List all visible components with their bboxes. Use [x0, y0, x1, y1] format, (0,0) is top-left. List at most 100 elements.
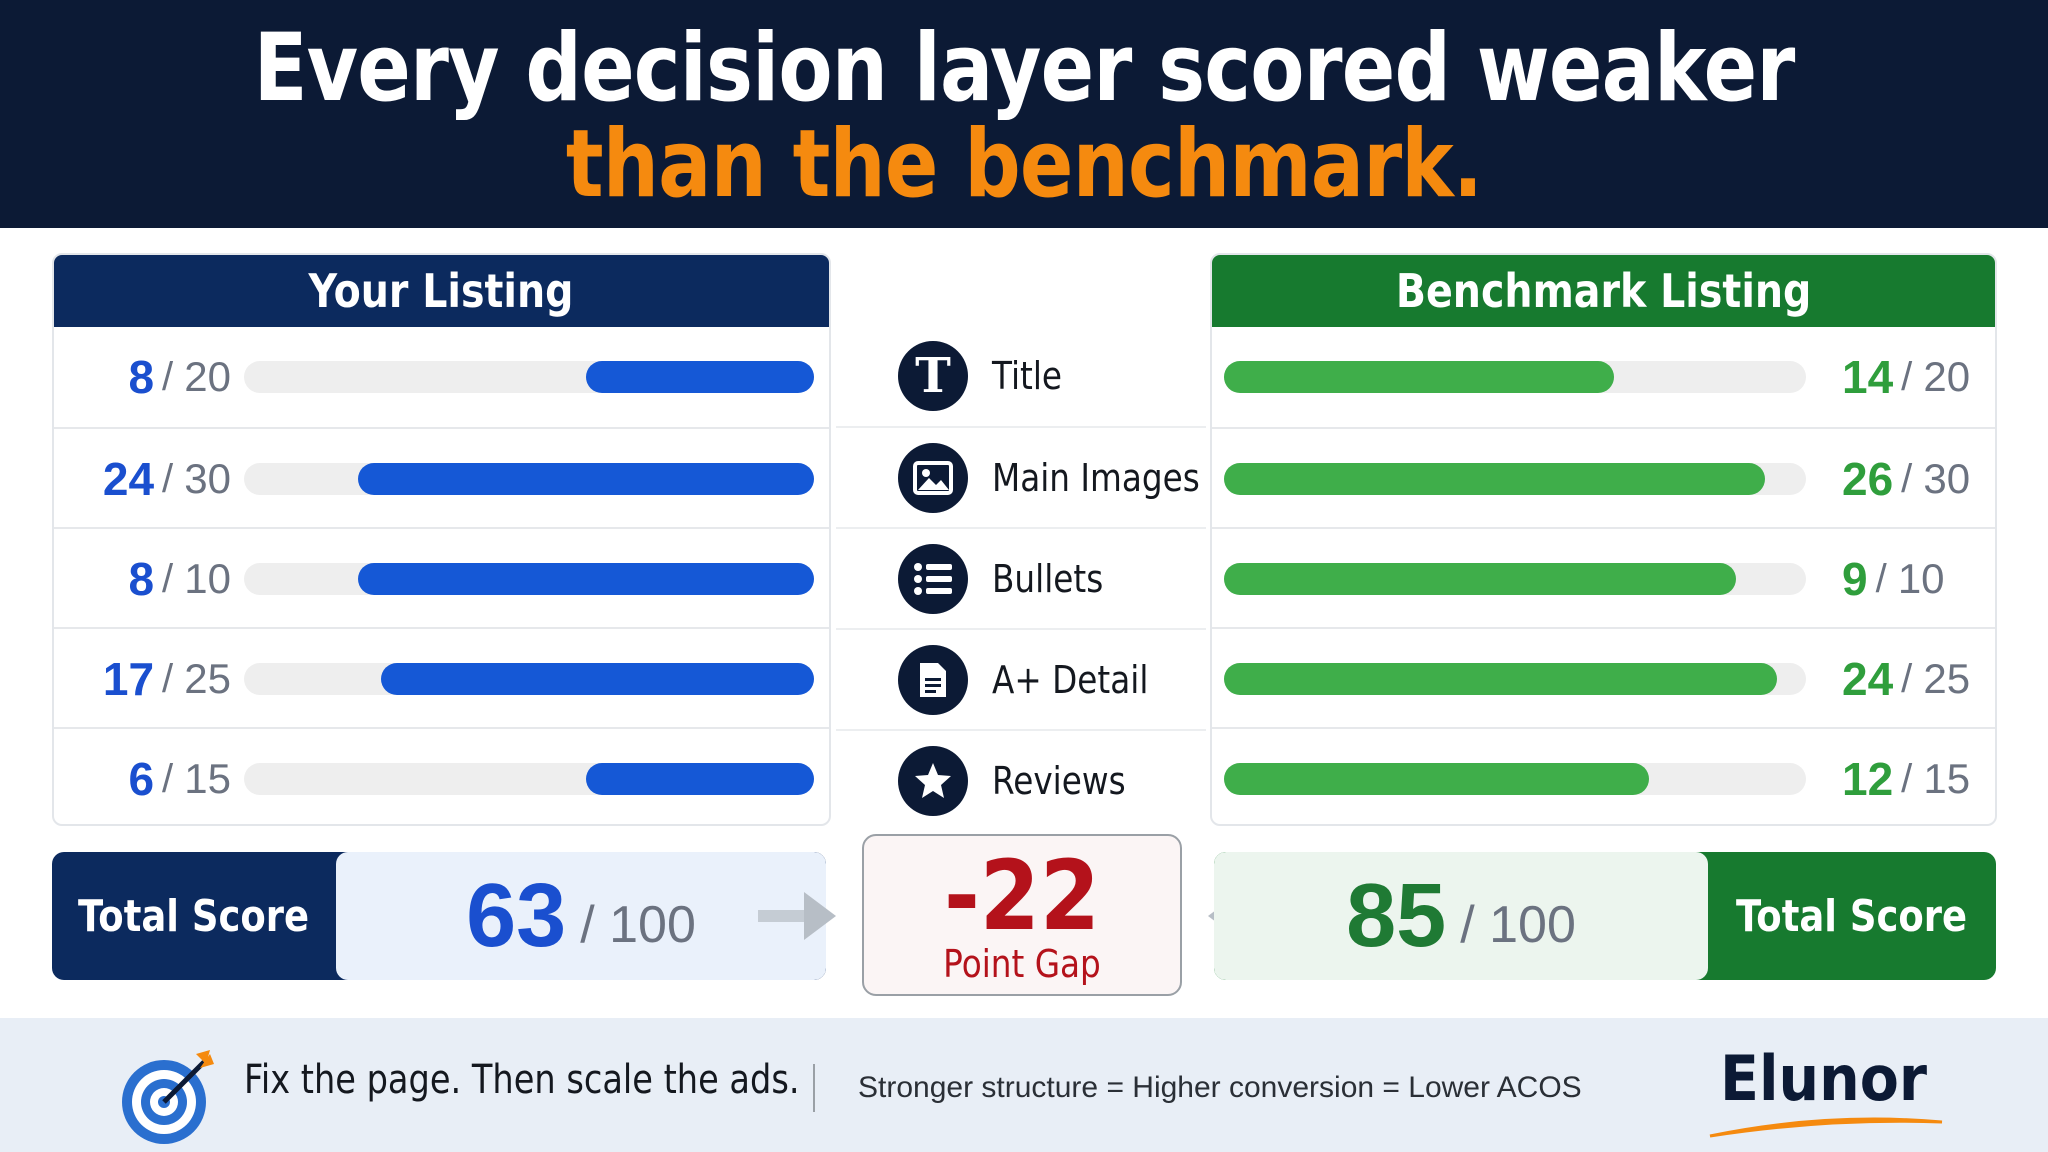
target-arrow-icon — [122, 1050, 214, 1144]
point-gap-box: -22 Point Gap — [862, 834, 1182, 996]
score-value: 12 — [1842, 753, 1894, 805]
score-value: 26 — [1842, 453, 1894, 505]
benchmark-listing-panel: Benchmark Listing 14/ 20 26/ 30 9/ 10 24… — [1210, 253, 1997, 826]
score-value: 17 — [102, 653, 155, 705]
arrow-right-icon — [758, 892, 836, 940]
benchmark-listing-title: Benchmark Listing — [1395, 264, 1812, 318]
progress-fill — [1224, 361, 1614, 393]
category-main-images: Main Images — [836, 426, 1206, 527]
score-value: 14 — [1842, 351, 1894, 403]
score-row-a-plus-detail: 17/ 25 — [54, 627, 829, 727]
headline-line-1: Every decision layer scored weaker — [253, 14, 1796, 123]
score-label: 24/ 30 — [102, 453, 231, 505]
category-a-plus-detail: A+ Detail — [836, 628, 1206, 729]
score-value: 8 — [128, 351, 155, 403]
bullet-list-icon — [898, 543, 968, 614]
progress-fill — [1224, 663, 1777, 695]
score-label: 8/ 10 — [128, 553, 231, 605]
header-banner: Every decision layer scored weaker than … — [0, 0, 2048, 228]
title-t-icon: T — [898, 340, 968, 411]
score-row-main-images: 26/ 30 — [1212, 427, 1995, 527]
score-row-a-plus-detail: 24/ 25 — [1212, 627, 1995, 727]
category-label: Reviews — [992, 758, 1126, 803]
benchmark-total-score: 85 / 100 Total Score — [1214, 852, 1996, 980]
score-value: 6 — [128, 753, 155, 805]
your-total-score: Total Score 63 / 100 — [52, 852, 826, 980]
total-score-label: Total Score — [78, 890, 310, 942]
category-title: T Title — [836, 325, 1206, 426]
your-listing-title: Your Listing — [309, 264, 574, 318]
your-listing-rows: 8/ 20 24/ 30 8/ 10 17/ 25 6/ 15 — [54, 327, 829, 824]
score-label: 8/ 20 — [128, 351, 231, 403]
score-max: 15 — [1923, 755, 1971, 802]
score-row-bullets: 9/ 10 — [1212, 527, 1995, 627]
score-label: 17/ 25 — [102, 653, 231, 705]
image-icon — [898, 442, 968, 513]
score-max: 20 — [184, 353, 231, 400]
category-list: T Title Main Images Bullets A+ Detail Re… — [836, 325, 1206, 830]
total-score-value: 63 — [466, 865, 567, 966]
category-label: Bullets — [992, 556, 1104, 601]
progress-fill — [380, 663, 814, 695]
category-label: Title — [992, 353, 1063, 398]
score-label: 9/ 10 — [1842, 553, 1945, 605]
progress-track — [1224, 463, 1806, 495]
total-score-value: 85 — [1346, 865, 1447, 966]
progress-fill — [586, 361, 814, 393]
score-max: 30 — [184, 455, 231, 502]
score-max: 25 — [1923, 655, 1971, 702]
progress-fill — [1224, 563, 1737, 595]
brand-logo: Elunor — [1720, 1042, 1928, 1115]
progress-fill — [358, 563, 814, 595]
footer-formula: Stronger structure = Higher conversion =… — [858, 1071, 1582, 1104]
score-max: 30 — [1923, 455, 1971, 502]
footer-tagline: Fix the page. Then scale the ads. — [244, 1057, 800, 1103]
score-max: 20 — [1923, 353, 1971, 400]
score-label: 6/ 15 — [128, 753, 231, 805]
benchmark-listing-header: Benchmark Listing — [1212, 255, 1995, 327]
footer-divider — [813, 1064, 815, 1112]
point-gap-label: Point Gap — [943, 942, 1101, 986]
score-value: 9 — [1842, 553, 1868, 605]
total-score-label: Total Score — [1736, 890, 1968, 942]
score-row-main-images: 24/ 30 — [54, 427, 829, 527]
progress-track — [244, 763, 814, 795]
progress-fill — [1224, 763, 1649, 795]
score-row-reviews: 12/ 15 — [1212, 727, 1995, 824]
progress-track — [244, 563, 814, 595]
point-gap-value: -22 — [943, 840, 1101, 952]
score-max: 25 — [184, 655, 231, 702]
progress-track — [1224, 663, 1806, 695]
score-label: 14/ 20 — [1842, 351, 1971, 403]
total-score-value-box: 85 / 100 — [1214, 852, 1708, 980]
score-row-title: 8/ 20 — [54, 327, 829, 427]
score-max: 10 — [1897, 555, 1945, 602]
score-row-bullets: 8/ 10 — [54, 527, 829, 627]
total-score-max: / 100 — [580, 896, 696, 954]
your-listing-header: Your Listing — [54, 255, 829, 327]
footer-bar: Fix the page. Then scale the ads. Strong… — [0, 1018, 2048, 1152]
category-label: Main Images — [992, 455, 1200, 500]
progress-fill — [586, 763, 814, 795]
category-label: A+ Detail — [992, 657, 1149, 702]
total-score-max: / 100 — [1460, 896, 1576, 954]
star-icon — [898, 745, 968, 816]
score-value: 24 — [1842, 653, 1894, 705]
document-icon — [898, 644, 968, 715]
score-label: 26/ 30 — [1842, 453, 1971, 505]
progress-track — [1224, 563, 1806, 595]
your-listing-panel: Your Listing 8/ 20 24/ 30 8/ 10 17/ 25 6… — [52, 253, 831, 826]
progress-track — [244, 663, 814, 695]
progress-track — [244, 361, 814, 393]
benchmark-listing-rows: 14/ 20 26/ 30 9/ 10 24/ 25 12/ 15 — [1212, 327, 1995, 824]
total-score-value-box: 63 / 100 — [336, 852, 826, 980]
score-max: 15 — [184, 755, 231, 802]
score-row-title: 14/ 20 — [1212, 327, 1995, 427]
score-max: 10 — [184, 555, 231, 602]
score-value: 24 — [102, 453, 155, 505]
progress-track — [244, 463, 814, 495]
progress-fill — [358, 463, 814, 495]
score-row-reviews: 6/ 15 — [54, 727, 829, 824]
brand-swoosh — [1709, 1117, 1943, 1138]
score-label: 12/ 15 — [1842, 753, 1971, 805]
